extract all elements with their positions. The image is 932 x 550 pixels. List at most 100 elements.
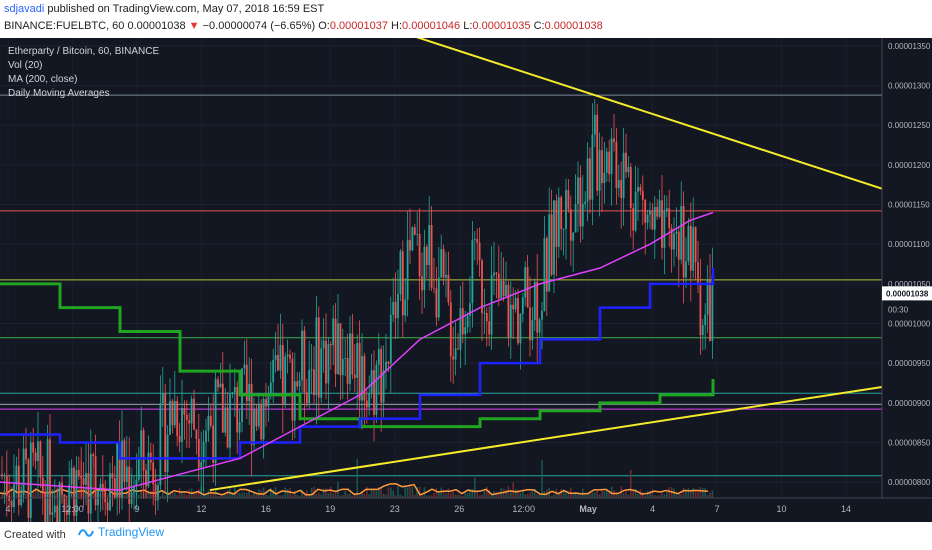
candle-body (425, 246, 428, 265)
time-tick-label: 7 (715, 504, 720, 514)
candle-body (622, 152, 625, 199)
candle-body (447, 274, 450, 303)
candle-body (711, 275, 714, 341)
volume-bar (591, 492, 594, 498)
legend-ma[interactable]: MA (200, close) (8, 74, 78, 85)
volume-bar (565, 492, 567, 498)
candle-body (145, 470, 147, 487)
legend-title[interactable]: Etherparty / Bitcoin, 60, BINANCE (8, 46, 160, 57)
candle-body (205, 430, 207, 443)
candle-body (265, 399, 267, 407)
candle-body (89, 454, 92, 514)
tradingview-logo[interactable]: TradingView (78, 525, 164, 539)
candle-body (231, 392, 234, 394)
chart-canvas[interactable]: 0.00001350 0.00001300 0.00001250 0.00001200… (0, 29, 932, 550)
candle-body (577, 177, 579, 205)
last-price-label: 0.00001038 (886, 289, 929, 298)
tradingview-brand: TradingView (98, 525, 165, 539)
candle-body (185, 414, 188, 421)
candle-body (123, 440, 126, 482)
candle-body (257, 404, 260, 427)
candle-body (605, 151, 608, 173)
price-tick-label: 0.00001150 (888, 201, 930, 210)
volume-bar (284, 487, 286, 498)
candle-body (305, 392, 308, 404)
volume-bar (596, 489, 598, 498)
volume-bar (699, 486, 702, 498)
low-value: 0.00001035 (472, 20, 531, 32)
volume-bar (632, 490, 634, 498)
volume-bar (368, 494, 370, 498)
price-tick-label: 0.00001100 (888, 240, 930, 249)
candle-body (519, 313, 522, 344)
volume-bar (606, 490, 608, 498)
volume-bar (505, 489, 507, 498)
volume-bar (296, 494, 298, 498)
volume-bar (282, 495, 284, 498)
candle-body (219, 383, 222, 388)
volume-bar (654, 495, 656, 498)
volume-bar (318, 492, 320, 498)
candle-body (411, 227, 414, 251)
candle-body (692, 227, 695, 271)
volume-bar (178, 487, 181, 498)
dma-blue-line (0, 268, 715, 460)
candle-body (694, 227, 697, 263)
candle-body (245, 364, 248, 402)
candle-body (473, 238, 476, 240)
volume-bar (445, 493, 447, 498)
candle-body (200, 462, 203, 468)
candle-body (104, 491, 107, 503)
candle-body (178, 435, 181, 442)
volume-bar (702, 488, 704, 498)
volume-bar (286, 489, 289, 498)
volume-bar (630, 469, 632, 498)
volume-bar (404, 486, 406, 498)
price-chart[interactable]: 0.00001350 0.00001300 0.00001250 0.00001200… (0, 29, 932, 550)
volume-bar (222, 495, 224, 498)
volume-bar (430, 495, 433, 498)
candle-body (603, 172, 606, 184)
candle-body (137, 459, 140, 480)
volume-bar (255, 494, 258, 498)
candle-body (697, 262, 699, 285)
legend-dma[interactable]: Daily Moving Averages (8, 88, 110, 99)
candle-body (118, 443, 121, 498)
candle-body (197, 438, 200, 468)
candle-body (459, 308, 462, 350)
candle-body (332, 318, 335, 346)
candle-body (358, 342, 361, 401)
volume-bar (622, 493, 625, 498)
volume-bar (265, 494, 267, 498)
time-tick-label: 14 (841, 504, 851, 514)
volume-bar (541, 460, 543, 498)
candle-body (272, 359, 275, 383)
volume-bar (418, 486, 421, 498)
candle-body (152, 462, 155, 485)
volume-bar (162, 490, 164, 498)
symbol: BINANCE:FUELBTC, 60 (4, 20, 125, 32)
candle-body (437, 277, 440, 318)
volume-bar (291, 494, 294, 498)
volume-bar (375, 489, 378, 498)
legend-vol[interactable]: Vol (20) (8, 60, 43, 71)
tradingview-icon (78, 529, 94, 537)
candle-body (387, 361, 390, 364)
candle-body (173, 400, 176, 426)
volume-bar (32, 493, 34, 498)
volume-bar (138, 494, 140, 498)
candle-body (526, 267, 529, 308)
price-tick-label: 0.00001300 (888, 82, 931, 91)
volume-bar (642, 491, 644, 498)
volume-bar (289, 487, 291, 498)
ma200-line (0, 211, 714, 491)
volume-bar (478, 495, 481, 498)
candle-body (253, 409, 255, 445)
volume-bar (34, 488, 37, 498)
author-link[interactable]: sdjavadi (4, 3, 45, 15)
volume-bar (174, 492, 176, 498)
volume-bar (459, 495, 462, 498)
candle-body (49, 439, 51, 515)
candle-body (313, 369, 315, 396)
candle-body (399, 251, 402, 295)
